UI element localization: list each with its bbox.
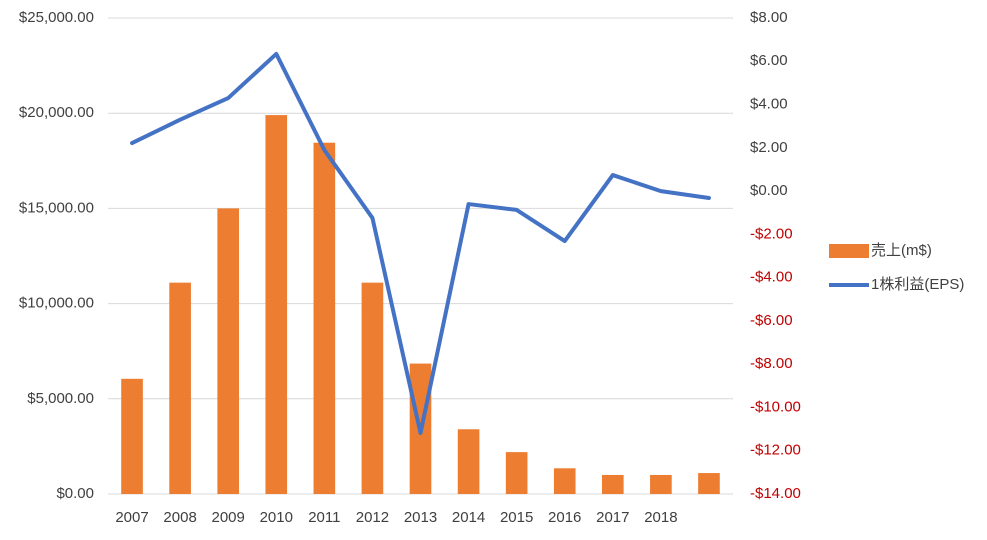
bar: [265, 115, 288, 494]
y2-tick-label: -$6.00: [750, 312, 793, 329]
y2-tick-label: -$12.00: [750, 442, 801, 459]
y2-tick-label: -$2.00: [750, 225, 793, 242]
legend-label: 売上(m$): [871, 242, 932, 259]
bar: [601, 474, 624, 494]
bar: [553, 468, 576, 494]
legend-swatch: [829, 244, 869, 258]
bar: [698, 473, 720, 494]
bar: [457, 429, 480, 494]
bar: [169, 282, 191, 494]
x-tick-label: 2014: [452, 509, 485, 526]
bar: [217, 208, 240, 494]
y-tick-label: $10,000.00: [19, 295, 94, 312]
x-tick-label: 2008: [163, 509, 196, 526]
y2-tick-label: $2.00: [750, 139, 788, 156]
x-tick-label: 2013: [404, 509, 437, 526]
y2-tick-label: $6.00: [750, 52, 788, 69]
bar: [121, 378, 143, 494]
y-tick-label: $0.00: [56, 485, 94, 502]
line: [130, 51, 711, 435]
legend-label: 1株利益(EPS): [871, 276, 964, 293]
bar: [361, 282, 384, 494]
x-tick-label: 2012: [356, 509, 389, 526]
x-tick-label: 2009: [212, 509, 245, 526]
bar: [313, 142, 336, 494]
x-tick-label: 2010: [260, 509, 293, 526]
x-tick-label: 2018: [644, 509, 677, 526]
y2-tick-label: $8.00: [750, 9, 788, 26]
x-tick-label: 2015: [500, 509, 533, 526]
x-tick-label: 2016: [548, 509, 581, 526]
y2-tick-label: $0.00: [750, 182, 788, 199]
y2-tick-label: -$14.00: [750, 485, 801, 502]
y-tick-label: $20,000.00: [19, 104, 94, 121]
bar: [505, 452, 528, 494]
y-tick-label: $5,000.00: [27, 390, 94, 407]
y2-tick-label: -$8.00: [750, 355, 793, 372]
x-tick-label: 2007: [115, 509, 148, 526]
y2-tick-label: -$4.00: [750, 269, 793, 286]
y2-tick-label: -$10.00: [750, 398, 801, 415]
x-tick-label: 2011: [308, 509, 340, 526]
y2-tick-label: $4.00: [750, 96, 788, 113]
bar: [650, 474, 672, 494]
y-tick-label: $15,000.00: [19, 199, 94, 216]
y-tick-label: $25,000.00: [19, 9, 94, 26]
x-tick-label: 2017: [596, 509, 629, 526]
